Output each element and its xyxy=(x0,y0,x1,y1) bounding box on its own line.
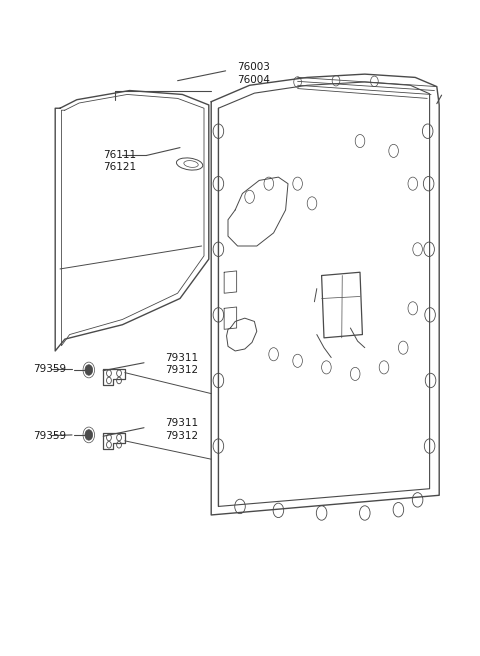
Text: 76003
76004: 76003 76004 xyxy=(238,62,270,85)
Text: 79311
79312: 79311 79312 xyxy=(166,419,199,441)
Text: 79311
79312: 79311 79312 xyxy=(166,353,199,375)
Circle shape xyxy=(85,365,93,375)
Text: 79359: 79359 xyxy=(34,431,67,441)
Circle shape xyxy=(85,430,93,440)
Text: 79359: 79359 xyxy=(34,364,67,375)
Text: 76111
76121: 76111 76121 xyxy=(103,150,136,172)
